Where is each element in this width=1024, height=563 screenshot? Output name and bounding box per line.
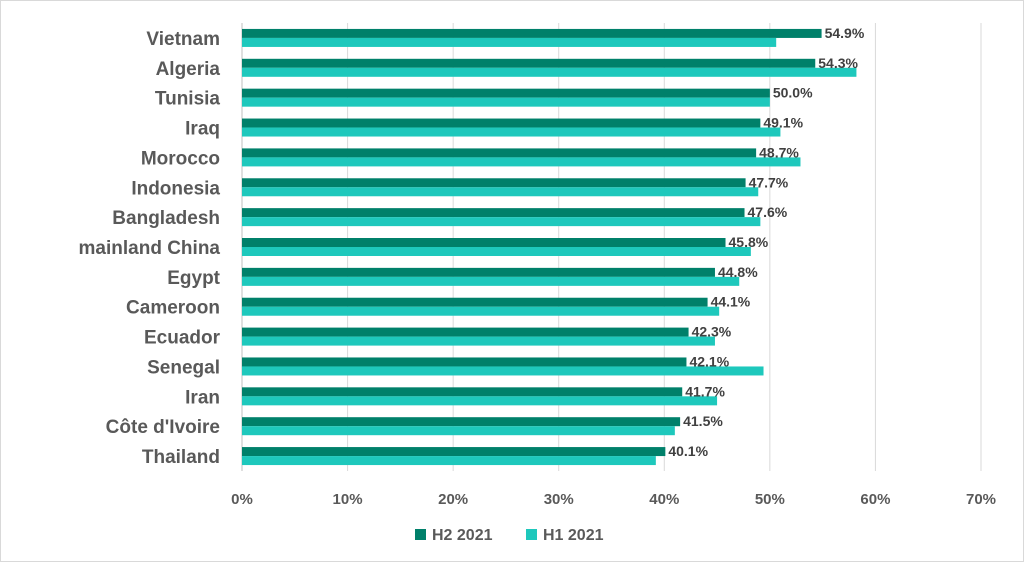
bar-h1-2021 (242, 97, 770, 107)
legend-swatch (415, 529, 426, 540)
bar-h2-2021 (242, 267, 715, 277)
bar-h2-2021 (242, 417, 681, 427)
category-label: Tunisia (155, 89, 221, 110)
category-label: Senegal (147, 357, 220, 378)
data-label: 40.1% (668, 443, 708, 459)
data-label: 50.0% (773, 85, 813, 101)
legend-swatch (526, 529, 537, 540)
category-label: mainland China (79, 238, 221, 259)
bar-h1-2021 (242, 366, 764, 376)
bar-h1-2021 (242, 426, 675, 436)
data-label: 44.1% (711, 294, 751, 310)
x-tick-label: 20% (438, 491, 468, 508)
bar-h1-2021 (242, 157, 801, 167)
bar-h1-2021 (242, 306, 720, 316)
bar-h2-2021 (242, 357, 687, 367)
category-label: Iran (185, 387, 220, 408)
category-label: Egypt (167, 268, 220, 289)
data-label: 54.3% (818, 55, 858, 71)
bar-h2-2021 (242, 238, 726, 247)
category-label: Thailand (142, 447, 220, 468)
category-label: Ecuador (144, 328, 221, 349)
x-tick-label: 40% (649, 491, 679, 508)
category-label: Côte d'Ivoire (106, 417, 220, 438)
data-label: 54.9% (825, 25, 865, 41)
bar-h2-2021 (242, 88, 770, 98)
bar-h1-2021 (242, 247, 751, 256)
data-label: 47.6% (748, 204, 788, 220)
data-label: 41.5% (683, 413, 723, 429)
bar-h2-2021 (242, 387, 683, 397)
bar-h1-2021 (242, 217, 761, 227)
bar-h1-2021 (242, 336, 715, 346)
bar-h2-2021 (242, 327, 689, 337)
category-label: Algeria (156, 59, 221, 80)
bar-h1-2021 (242, 37, 777, 47)
data-label: 41.7% (685, 383, 725, 399)
bar-h1-2021 (242, 276, 740, 286)
data-label: 49.1% (763, 115, 803, 131)
data-label: 44.8% (718, 264, 758, 280)
legend-label: H2 2021 (432, 527, 493, 544)
bar-h1-2021 (242, 67, 857, 77)
bar-h2-2021 (242, 118, 761, 128)
data-label: 47.7% (749, 174, 789, 190)
bar-h2-2021 (242, 58, 816, 68)
bar-h1-2021 (242, 456, 656, 466)
bar-h1-2021 (242, 127, 781, 137)
bar-h2-2021 (242, 28, 822, 38)
x-tick-label: 0% (231, 491, 253, 508)
bar-h1-2021 (242, 396, 718, 406)
x-tick-label: 70% (966, 491, 996, 508)
bar-h2-2021 (242, 297, 708, 307)
category-label: Iraq (185, 119, 220, 140)
data-label: 48.7% (759, 144, 799, 160)
bar-h2-2021 (242, 208, 745, 218)
category-label: Bangladesh (112, 208, 220, 229)
bar-h2-2021 (242, 447, 666, 457)
bar-h1-2021 (242, 187, 759, 197)
category-label: Morocco (141, 148, 220, 169)
category-label: Cameroon (126, 298, 220, 319)
data-label: 45.8% (729, 234, 769, 250)
x-tick-label: 30% (544, 491, 574, 508)
category-label: Indonesia (131, 178, 220, 199)
x-tick-label: 60% (860, 491, 890, 508)
legend-label: H1 2021 (543, 527, 604, 544)
x-tick-label: 10% (333, 491, 363, 508)
bar-h2-2021 (242, 148, 757, 158)
category-label: Vietnam (146, 29, 220, 50)
data-label: 42.1% (689, 353, 729, 369)
bar-h2-2021 (242, 178, 746, 188)
x-tick-label: 50% (755, 491, 785, 508)
data-label: 42.3% (692, 324, 732, 340)
